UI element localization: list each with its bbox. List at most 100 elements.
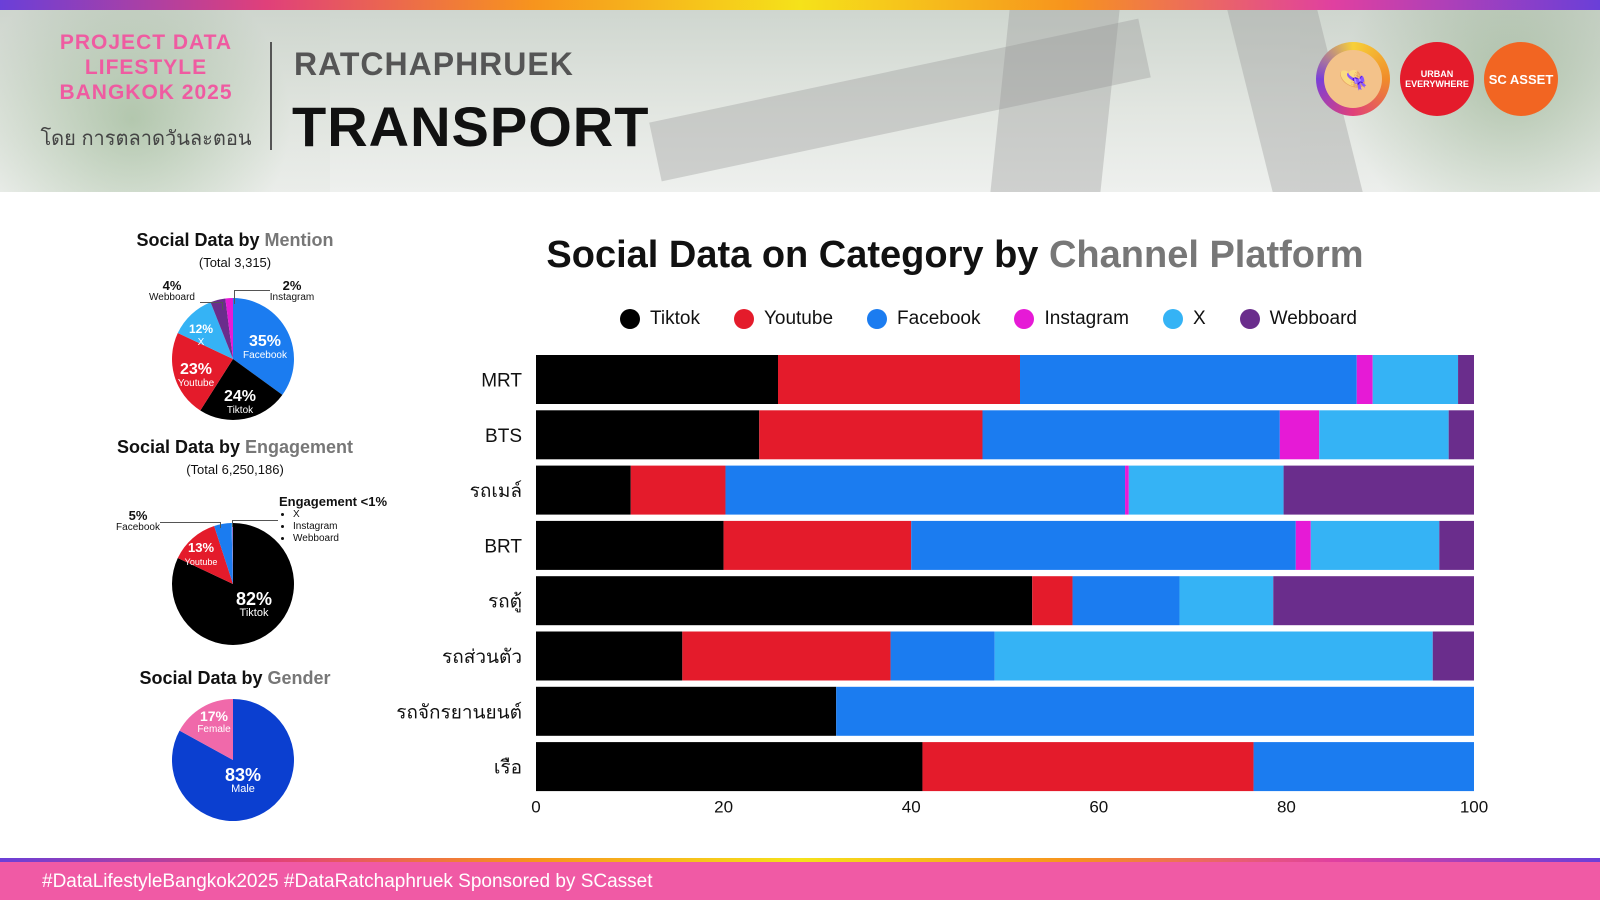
sc-asset-logo: SC ASSET: [1484, 42, 1558, 116]
bar-segment-facebook: [982, 410, 1280, 460]
footer-gradient-bar: [0, 858, 1600, 862]
category-label: รถเมล์: [470, 480, 522, 502]
bar-segment-tiktok: [536, 465, 631, 515]
pie-name: Male: [231, 783, 255, 795]
hat-icon: 👒: [1324, 50, 1382, 108]
mention-title-accent: Mention: [264, 230, 334, 250]
bar-segment-x: [1372, 355, 1459, 404]
legend-swatch: [1239, 309, 1260, 329]
leader-line: [232, 520, 278, 521]
bar-segment-webboard: [1283, 465, 1474, 515]
brand-subtitle: โดย การตลาดวันละตอน: [40, 128, 252, 150]
legend-label: Facebook: [897, 308, 981, 329]
legend-swatch: [620, 309, 640, 329]
bar-segment-webboard: [1439, 520, 1474, 570]
mention-label-webboard: 4% Webboard: [142, 279, 202, 304]
bar-segment-webboard: [1448, 410, 1474, 460]
pie-percent: 13%: [187, 540, 215, 555]
gender-pie-chart: [172, 699, 294, 821]
legend-swatch: [733, 309, 754, 329]
header-foliage-left: [0, 10, 330, 192]
category-label: รถส่วนตัว: [442, 647, 522, 668]
engagement-small-list: X Instagram Webboard: [279, 509, 339, 545]
pie-name: Facebook: [116, 522, 160, 533]
engagement-slice-x: [231, 523, 233, 584]
mention-slice-webboard: [210, 298, 233, 359]
category-label: BTS: [485, 426, 522, 447]
bar-segment-youtube: [1032, 576, 1073, 626]
bar-segment-facebook: [1253, 742, 1474, 792]
footer-bar: #DataLifestyleBangkok2025 #DataRatchaphr…: [0, 862, 1600, 900]
x-tick-label: 60: [1089, 797, 1108, 816]
mention-label-facebook: 35% Facebook: [240, 333, 290, 363]
mention-label-youtube: 23% Youtube: [176, 362, 216, 391]
pie-percent: 82%: [235, 589, 273, 609]
bar-segment-facebook: [890, 631, 995, 681]
pie-percent: 2%: [282, 278, 302, 293]
legend-item-x: X: [1162, 308, 1206, 330]
bar-segment-facebook: [836, 686, 1474, 736]
x-tick-label: 0: [531, 797, 540, 816]
bar-segment-youtube: [682, 631, 891, 681]
bar-segment-x: [1319, 410, 1449, 460]
x-tick-label: 20: [714, 797, 733, 816]
mention-label-x: 12% X: [186, 322, 216, 350]
legend-label: X: [1192, 308, 1206, 329]
pie-percent: 17%: [199, 708, 229, 724]
bar-segment-instagram: [1356, 355, 1373, 404]
legend-item-youtube: Youtube: [733, 308, 833, 330]
legend-label: Webboard: [1269, 308, 1357, 329]
bar-segment-youtube: [723, 520, 912, 570]
legend-item-facebook: Facebook: [867, 308, 980, 330]
bar-segment-tiktok: [536, 631, 683, 681]
pie-name: Tiktok: [239, 607, 269, 619]
bar-segment-facebook: [1020, 355, 1357, 404]
engagement-small-note: Engagement <1%: [279, 494, 388, 509]
gender-title-accent: Gender: [267, 668, 331, 688]
brand-title: PROJECT DATA LIFESTYLE BANGKOK 2025: [36, 30, 256, 105]
x-tick-label: 100: [1460, 797, 1488, 816]
bar-segment-facebook: [1072, 576, 1180, 626]
bar-segment-instagram: [1295, 520, 1311, 570]
gender-label-male: 83% Male: [219, 765, 267, 796]
leader-line: [234, 290, 235, 304]
mention-slice-instagram: [225, 298, 233, 359]
pie-percent: 35%: [248, 333, 282, 350]
category-label: BRT: [484, 536, 522, 557]
leader-line: [200, 302, 222, 303]
gender-title-main: Social Data by: [139, 668, 268, 688]
bar-segment-x: [1179, 576, 1274, 626]
pie-percent: 83%: [224, 765, 262, 785]
legend-swatch: [867, 309, 888, 329]
footer-hashtags: #DataLifestyleBangkok2025 #DataRatchaphr…: [42, 871, 653, 892]
list-item: Webboard: [293, 533, 339, 545]
bar-segment-tiktok: [536, 576, 1033, 626]
mention-label-instagram: 2% Instagram: [262, 278, 322, 304]
legend-label: Instagram: [1044, 308, 1129, 329]
leader-line: [234, 290, 270, 291]
category-label: เรือ: [494, 758, 522, 779]
pie-name: Webboard: [149, 292, 195, 303]
gender-label-female: 17% Female: [194, 709, 234, 737]
engagement-slice-instagram: [232, 523, 233, 584]
bar-segment-youtube: [759, 410, 983, 460]
legend-label: Tiktok: [650, 308, 700, 329]
pie-percent: 24%: [223, 388, 257, 405]
category-label: รถจักรยานยนต์: [396, 701, 522, 723]
mention-slice-youtube: [172, 333, 233, 411]
bar-segment-x: [994, 631, 1433, 681]
bar-segment-webboard: [1273, 576, 1474, 626]
engagement-slice-facebook: [214, 523, 233, 584]
x-tick-label: 40: [902, 797, 921, 816]
district-name: RATCHAPHRUEK: [294, 46, 574, 82]
engagement-title-accent: Engagement: [245, 437, 354, 457]
bar-segment-tiktok: [536, 742, 923, 792]
bar-segment-x: [1128, 465, 1284, 515]
mention-slice-x: [177, 302, 233, 359]
pie-name: Youtube: [184, 557, 218, 567]
legend-swatch: [1014, 309, 1035, 329]
mention-slice-tiktok: [200, 359, 283, 420]
gender-title: Social Data by Gender: [90, 668, 380, 689]
stacked-bar-chart: MRT BTS รถเมล์ BRT รถตู้รถส่วนตัวรถจักรยานยน…: [396, 355, 1488, 816]
mention-label-tiktok: 24% Tiktok: [218, 388, 262, 418]
